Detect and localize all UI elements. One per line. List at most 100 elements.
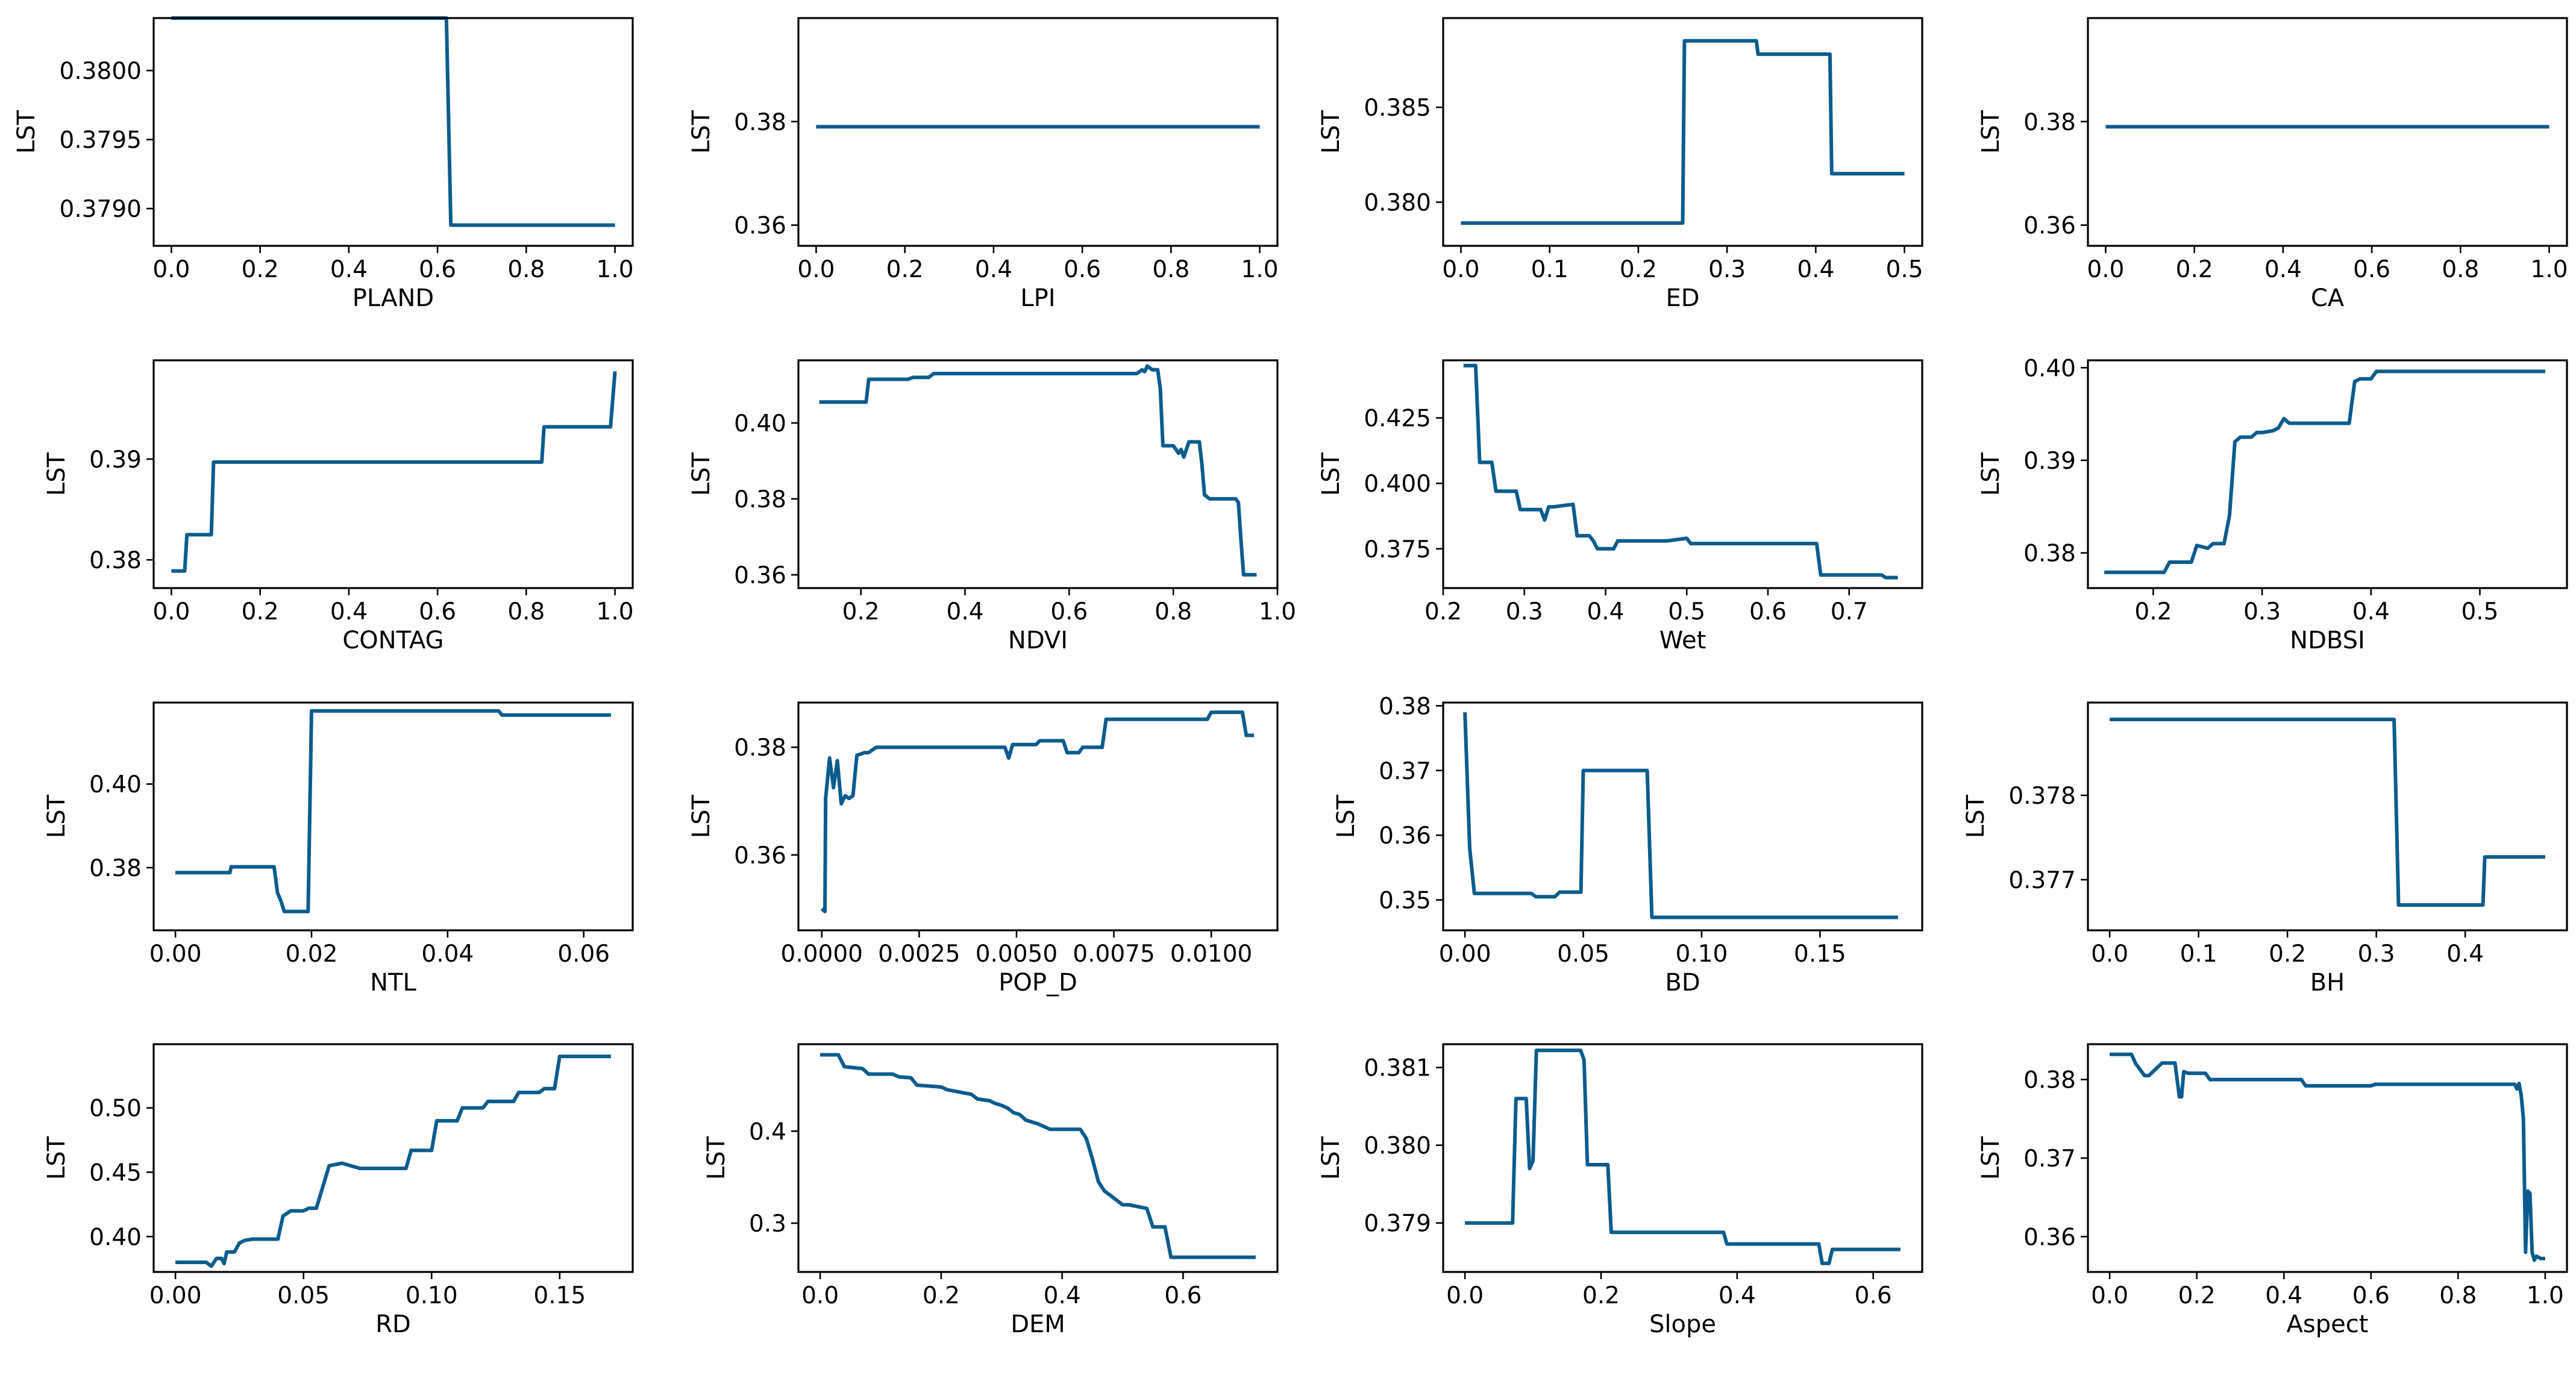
x-tick-label: 0.6 [1050, 598, 1088, 625]
y-tick-label: 0.3800 [60, 58, 142, 85]
x-tick-label: 0.4 [2264, 256, 2302, 283]
subplot-ed: 0.0 0.1 0.2 0.3 0.4 0.5 0.380 0.385 ED LST [1317, 17, 1923, 312]
x-tick-label: 0.5 [2461, 598, 2498, 625]
x-tick-label: 0.3 [2243, 598, 2281, 625]
y-tick-label: 0.381 [1364, 1055, 1431, 1082]
y-axis-label: LST [1317, 110, 1345, 154]
plot-frame [2087, 17, 2568, 247]
x-tick-label: 0.8 [507, 598, 545, 625]
y-tick-label: 0.36 [734, 842, 786, 869]
x-tick-label: 0.6 [419, 256, 456, 283]
x-tick-label: 0.0 [152, 256, 190, 283]
y-tick-label: 0.36 [2023, 213, 2076, 240]
x-tick-label: 0.2 [242, 598, 279, 625]
x-tick-label: 0.00 [149, 941, 202, 968]
x-tick-label: 0.04 [421, 941, 474, 968]
x-tick-label: 0.0075 [1073, 941, 1155, 968]
x-tick-label: 0.0 [2087, 256, 2124, 283]
y-tick-label: 0.379 [1364, 1210, 1431, 1238]
y-tick-label: 0.38 [2023, 1067, 2076, 1094]
subplot-ca: 0.0 0.2 0.4 0.6 0.8 1.0 0.36 0.38 CA LST [1977, 17, 2568, 312]
subplot-pop_d: 0.0000 0.0025 0.0050 0.0075 0.0100 0.36 0.38 PO… [688, 701, 1279, 997]
y-axis-label: LST [1317, 1136, 1345, 1180]
x-tick-label: 0.10 [406, 1282, 458, 1309]
series-line [819, 364, 1257, 577]
y-tick-label: 0.38 [89, 855, 142, 882]
subplot-aspect: 0.0 0.2 0.4 0.6 0.8 1.0 0.36 0.37 0.38 Aspect LST [1977, 1043, 2568, 1338]
y-tick-label: 0.38 [734, 486, 786, 513]
y-tick-label: 0.38 [89, 547, 142, 574]
x-tick-label: 0.2 [1424, 598, 1462, 625]
x-axis-label: CA [2311, 284, 2345, 312]
y-tick-label: 0.38 [734, 734, 786, 762]
subplot-ndbsi: 0.2 0.3 0.4 0.5 0.38 0.39 0.40 NDBSI LST [1977, 355, 2568, 654]
plot-frame [797, 359, 1279, 589]
y-tick-label: 0.40 [89, 771, 142, 798]
series-line [1465, 1048, 1901, 1265]
y-axis-label: LST [688, 110, 715, 154]
x-tick-label: 0.1 [1531, 256, 1568, 283]
y-tick-label: 0.39 [89, 446, 142, 474]
y-tick-label: 0.3 [749, 1210, 786, 1238]
y-axis-label: LST [1977, 452, 2005, 496]
plot-frame [2087, 1043, 2568, 1273]
x-tick-label: 0.6 [1855, 1282, 1892, 1309]
y-tick-label: 0.400 [1364, 471, 1431, 498]
x-tick-label: 0.6 [419, 598, 456, 625]
x-tick-label: 0.8 [2439, 1282, 2477, 1309]
x-tick-label: 0.0100 [1170, 941, 1252, 968]
series-line [171, 16, 615, 227]
x-tick-label: 0.15 [1794, 941, 1846, 968]
subplot-rd: 0.00 0.05 0.10 0.15 0.40 0.45 0.50 RD LST [43, 1043, 634, 1338]
x-tick-label: 0.4 [2265, 1282, 2302, 1309]
x-tick-label: 1.0 [2527, 1282, 2564, 1309]
x-tick-label: 0.4 [975, 256, 1012, 283]
plot-frame [2087, 701, 2568, 932]
y-axis-label: LST [1977, 1136, 2005, 1180]
x-tick-label: 0.2 [2178, 1282, 2216, 1309]
x-axis-label: LPI [1020, 284, 1055, 312]
x-tick-label: 0.10 [1676, 941, 1728, 968]
series-line [1463, 712, 1898, 919]
plot-frame [797, 701, 1279, 932]
x-tick-label: 0.4 [947, 598, 984, 625]
x-tick-label: 0.6 [1164, 1282, 1202, 1309]
plot-frame [797, 17, 1279, 247]
x-tick-label: 0.3 [1506, 598, 1543, 625]
x-tick-label: 0.4 [2446, 941, 2484, 968]
x-axis-label: CONTAG [342, 627, 443, 654]
x-tick-label: 0.06 [557, 941, 610, 968]
x-axis-label: PLAND [353, 284, 434, 312]
y-axis-label: LST [43, 794, 71, 838]
x-tick-label: 0.0 [1446, 1282, 1484, 1309]
series-line [820, 1053, 1256, 1259]
y-tick-label: 0.38 [2023, 109, 2076, 136]
y-axis-label: LST [703, 1136, 730, 1180]
x-axis-label: NDBSI [2290, 627, 2365, 654]
y-tick-label: 0.380 [1364, 190, 1431, 217]
plot-frame [2087, 359, 2568, 589]
y-tick-label: 0.38 [1379, 693, 1431, 720]
y-tick-label: 0.36 [2023, 1224, 2076, 1251]
subplot-wet: 0.2 0.3 0.4 0.5 0.6 0.7 0.375 0.400 0.425 Wet LST [1317, 359, 1923, 654]
x-tick-label: 0.3 [1708, 256, 1746, 283]
series-line [2104, 369, 2545, 574]
plot-frame [797, 1043, 1279, 1273]
y-axis-label: LST [43, 1136, 71, 1180]
subplot-ndvi: 0.2 0.4 0.6 0.8 1.0 0.36 0.38 0.40 NDVI LST [688, 359, 1296, 654]
x-tick-label: 0.1 [2180, 941, 2217, 968]
x-tick-label: 0.0 [1442, 256, 1479, 283]
x-tick-label: 0.0 [2091, 941, 2128, 968]
y-tick-label: 0.37 [1379, 758, 1431, 785]
x-tick-label: 0.0000 [781, 941, 863, 968]
x-tick-label: 0.05 [1557, 941, 1609, 968]
x-axis-label: RD [375, 1311, 411, 1338]
x-tick-label: 0.6 [2353, 256, 2390, 283]
x-axis-label: ED [1666, 284, 1699, 312]
y-axis-label: LST [688, 794, 715, 838]
x-tick-label: 1.0 [1241, 256, 1279, 283]
x-tick-label: 0.2 [1582, 1282, 1620, 1309]
x-axis-label: Slope [1649, 1311, 1716, 1338]
x-axis-label: BD [1665, 969, 1700, 997]
